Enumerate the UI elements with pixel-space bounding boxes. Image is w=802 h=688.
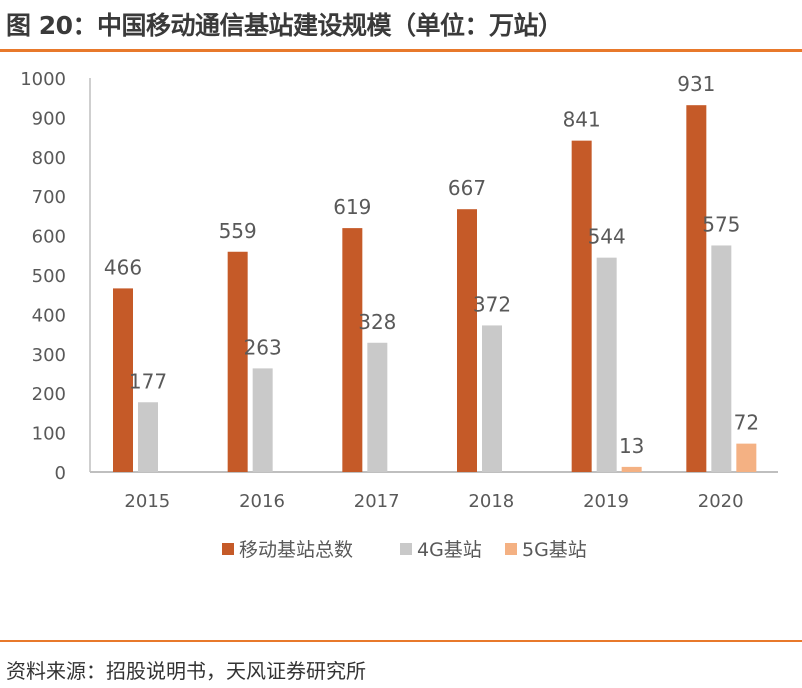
bar xyxy=(482,325,502,472)
y-tick-label: 600 xyxy=(32,227,66,248)
legend-swatch xyxy=(400,543,412,555)
y-tick-label: 400 xyxy=(32,305,66,326)
footer-divider xyxy=(0,640,802,642)
figure-title: 图 20：中国移动通信基站建设规模（单位：万站） xyxy=(6,11,563,40)
bar xyxy=(736,443,757,472)
data-label: 177 xyxy=(129,369,167,393)
data-label: 841 xyxy=(563,108,601,132)
legend-label: 移动基站总数 xyxy=(239,539,353,561)
bar xyxy=(457,209,477,472)
data-label: 544 xyxy=(588,225,626,249)
x-tick-label: 2019 xyxy=(583,491,629,512)
bar xyxy=(227,251,248,472)
legend-label: 4G基站 xyxy=(417,539,482,561)
x-tick-label: 2015 xyxy=(124,491,170,512)
data-label: 13 xyxy=(619,434,644,458)
y-tick-label: 0 xyxy=(55,463,66,484)
y-tick-label: 700 xyxy=(32,187,66,208)
data-label: 328 xyxy=(358,310,396,334)
source-note: 资料来源：招股说明书，天风证券研究所 xyxy=(6,659,366,683)
data-label: 263 xyxy=(244,335,282,359)
data-label: 559 xyxy=(219,219,257,243)
y-tick-label: 1000 xyxy=(20,69,66,90)
title-divider xyxy=(0,49,802,52)
x-tick-label: 2017 xyxy=(354,491,400,512)
y-tick-label: 200 xyxy=(32,384,66,405)
bar xyxy=(571,140,592,472)
y-tick-label: 800 xyxy=(32,148,66,169)
y-tick-label: 500 xyxy=(32,266,66,287)
data-label: 619 xyxy=(333,195,371,219)
data-label: 667 xyxy=(448,176,486,200)
x-tick-label: 2018 xyxy=(468,491,514,512)
bar xyxy=(686,105,707,472)
bar xyxy=(367,342,388,472)
bar xyxy=(138,402,158,472)
y-tick-label: 100 xyxy=(32,424,66,445)
bar-chart: 0 100 200 300 400 500 600 700 800 900 1000 2015 466 1… xyxy=(20,69,778,561)
y-tick-label: 900 xyxy=(32,108,66,129)
data-label: 466 xyxy=(104,255,142,279)
bar xyxy=(711,245,732,472)
bar xyxy=(596,257,617,472)
bar xyxy=(113,288,133,472)
bar xyxy=(252,368,273,472)
legend-swatch xyxy=(222,543,234,555)
data-label: 575 xyxy=(702,212,740,236)
x-tick-label: 2020 xyxy=(698,491,744,512)
data-label: 372 xyxy=(473,292,511,316)
legend-label: 5G基站 xyxy=(522,539,587,561)
data-label: 931 xyxy=(677,72,715,96)
data-label: 72 xyxy=(734,411,759,435)
bar xyxy=(621,466,642,472)
x-tick-label: 2016 xyxy=(239,491,285,512)
legend-swatch xyxy=(505,543,517,555)
y-tick-label: 300 xyxy=(32,345,66,366)
bar xyxy=(342,228,363,472)
